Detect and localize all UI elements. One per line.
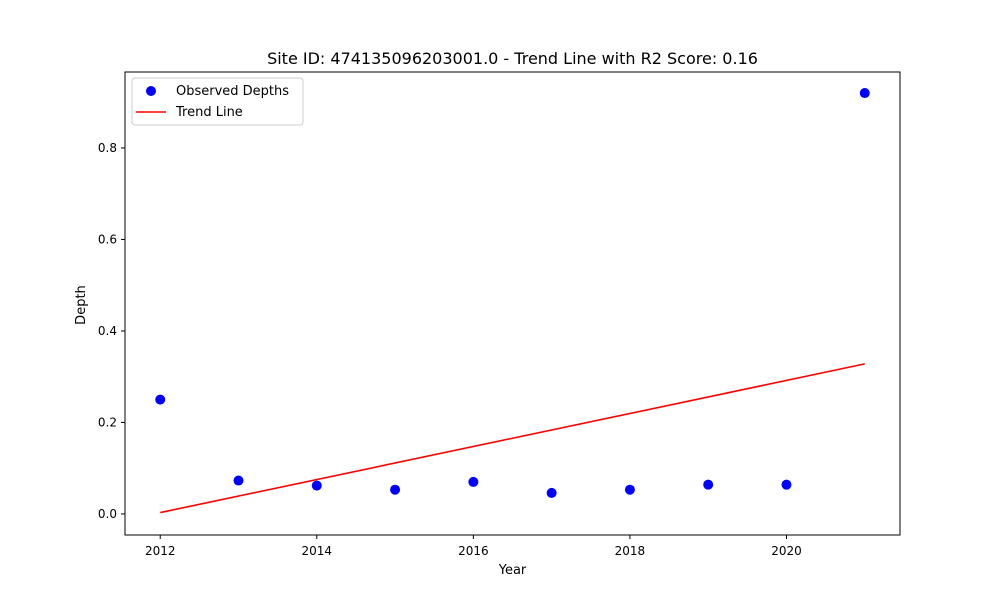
plot-area: 2012 2014 2016 2018 2020 0.0 0.2 0.4 0.6 0.8 Obser… bbox=[98, 71, 901, 558]
x-tick-label: 2014 bbox=[302, 544, 333, 558]
legend-marker-observed bbox=[146, 86, 156, 96]
y-tick-label: 0.2 bbox=[98, 415, 117, 429]
legend-label-observed: Observed Depths bbox=[176, 84, 289, 99]
y-axis-label: Depth bbox=[74, 285, 89, 325]
x-tick-label: 2016 bbox=[458, 544, 489, 558]
legend: Observed Depths Trend Line bbox=[131, 77, 304, 126]
chart-title: Site ID: 474135096203001.0 - Trend Line … bbox=[267, 49, 758, 68]
x-axis-label: Year bbox=[498, 563, 527, 578]
x-tick-label: 2020 bbox=[771, 544, 802, 558]
legend-label-trend: Trend Line bbox=[175, 105, 243, 120]
trend-line bbox=[160, 363, 865, 514]
data-point bbox=[468, 476, 479, 487]
x-tick-label: 2012 bbox=[145, 544, 176, 558]
legend-box bbox=[131, 77, 304, 126]
data-point bbox=[390, 484, 401, 495]
data-point bbox=[311, 480, 322, 491]
data-point bbox=[624, 484, 635, 495]
data-point bbox=[155, 394, 166, 405]
x-tick-label: 2018 bbox=[615, 544, 646, 558]
data-point bbox=[781, 479, 792, 490]
y-tick-label: 0.0 bbox=[98, 507, 117, 521]
axes-frame bbox=[124, 71, 901, 536]
y-tick-label: 0.4 bbox=[98, 324, 117, 338]
data-point bbox=[233, 475, 244, 486]
y-tick-label: 0.6 bbox=[98, 232, 117, 246]
y-tick-label: 0.8 bbox=[98, 141, 117, 155]
data-point bbox=[546, 487, 557, 498]
data-point bbox=[703, 479, 714, 490]
data-point bbox=[859, 88, 870, 99]
